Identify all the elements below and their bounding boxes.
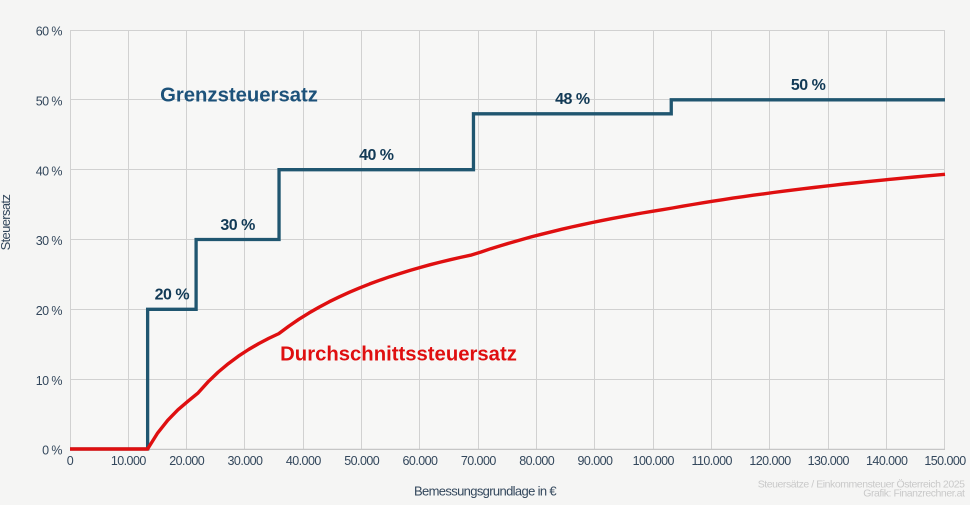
svg-text:30 %: 30 % xyxy=(36,234,63,248)
svg-text:0: 0 xyxy=(67,454,74,468)
svg-text:30.000: 30.000 xyxy=(228,454,264,468)
svg-text:120.000: 120.000 xyxy=(749,454,791,468)
svg-text:Steuersätze / Einkommensteuer: Steuersätze / Einkommensteuer Österreich… xyxy=(758,479,965,491)
svg-text:50.000: 50.000 xyxy=(344,454,380,468)
svg-text:30 %: 30 % xyxy=(220,217,255,234)
svg-text:10.000: 10.000 xyxy=(111,454,147,468)
svg-text:20 %: 20 % xyxy=(155,287,190,304)
svg-text:130.000: 130.000 xyxy=(808,454,850,468)
svg-text:40 %: 40 % xyxy=(359,147,394,164)
svg-text:Durchschnittssteuersatz: Durchschnittssteuersatz xyxy=(280,344,517,366)
svg-text:150.000: 150.000 xyxy=(924,454,966,468)
svg-text:110.000: 110.000 xyxy=(691,454,732,468)
svg-text:100.000: 100.000 xyxy=(633,454,675,468)
svg-text:40.000: 40.000 xyxy=(286,454,322,468)
svg-text:20 %: 20 % xyxy=(36,304,63,318)
svg-text:90.000: 90.000 xyxy=(578,454,614,468)
svg-text:60.000: 60.000 xyxy=(403,454,439,468)
svg-text:Bemessungsgrundlage in €: Bemessungsgrundlage in € xyxy=(414,484,557,499)
svg-text:48 %: 48 % xyxy=(555,91,590,108)
svg-text:Steuersatz: Steuersatz xyxy=(0,195,13,251)
svg-text:70.000: 70.000 xyxy=(461,454,497,468)
svg-text:80.000: 80.000 xyxy=(519,454,555,468)
svg-text:40 %: 40 % xyxy=(36,164,63,178)
svg-text:10 %: 10 % xyxy=(36,374,63,388)
svg-text:0 %: 0 % xyxy=(42,444,62,458)
svg-text:60 %: 60 % xyxy=(36,25,63,39)
svg-text:50 %: 50 % xyxy=(791,77,826,94)
svg-text:140.000: 140.000 xyxy=(866,454,908,468)
svg-text:50 %: 50 % xyxy=(36,94,63,108)
svg-text:20.000: 20.000 xyxy=(169,454,205,468)
svg-text:Grafik: Finanzrechner.at: Grafik: Finanzrechner.at xyxy=(863,488,965,500)
svg-text:Grenzsteuersatz: Grenzsteuersatz xyxy=(160,84,318,106)
